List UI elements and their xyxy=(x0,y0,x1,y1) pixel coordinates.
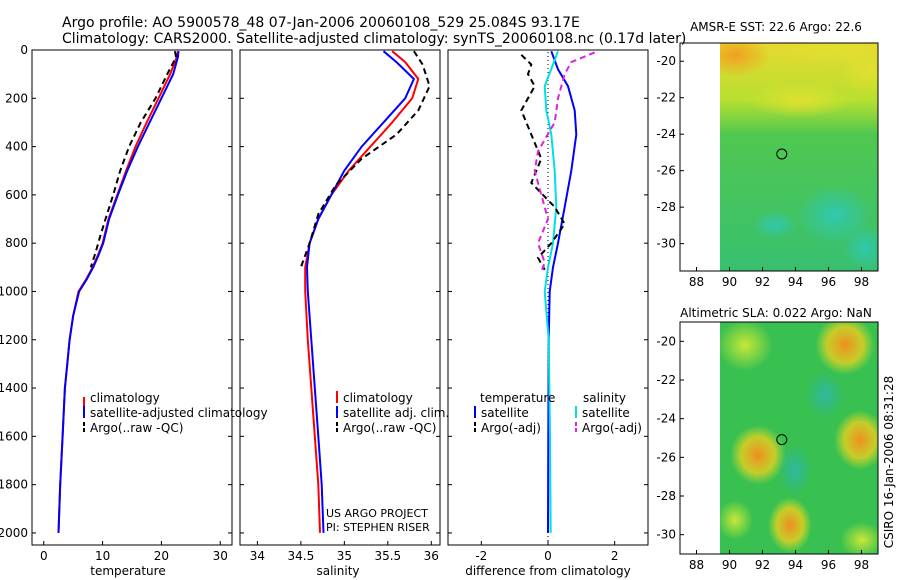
temperature-axes-frame xyxy=(31,49,233,546)
altimetric_sla-lat-tick-label: -24 xyxy=(656,412,676,426)
difference-series-salinity-argo-adj- xyxy=(533,51,596,273)
altimetric_sla-lon-tick-label: 98 xyxy=(854,558,869,572)
salinity-panel: 34 34.5 35 35.5 36 salinity climatology sate… xyxy=(239,49,449,578)
altimetric_sla-lat-tick-label: -22 xyxy=(656,373,676,387)
temperature-xtick-label: 10 xyxy=(95,549,110,563)
credit-label: CSIRO 16-Jan-2006 08:31:28 xyxy=(882,376,896,548)
altimetric_sla-lat-tick-label: -30 xyxy=(656,528,676,542)
amsr_sst-lat-tick-label: -20 xyxy=(656,54,676,68)
difference-axes-frame xyxy=(447,49,649,546)
difference-legend: temperature satellite Argo(-adj) salinit… xyxy=(474,391,642,435)
amsr_sst-lon-tick-label: 96 xyxy=(821,275,836,289)
project-label: US ARGO PROJECT xyxy=(326,507,428,520)
float-location-marker xyxy=(776,434,788,446)
amsr_sst-lat-tick-label: -28 xyxy=(656,200,676,214)
temperature-panel: 0 10 20 30 0 200 400 600 800 1000 1200 1400 1600 1800… xyxy=(0,43,268,578)
salinity-legend: climatology satellite adj. clim. Argo(..… xyxy=(336,391,449,435)
depth-tick-label: 800 xyxy=(5,236,28,250)
legend-label-argo: Argo(..raw -QC) xyxy=(90,421,183,435)
amsr_sst-lat-tick-label: -22 xyxy=(656,91,676,105)
depth-tick-label: 1800 xyxy=(0,478,28,492)
float-location-marker xyxy=(776,148,788,160)
sst-heatmap xyxy=(720,43,878,271)
temperature-xtick-label: 30 xyxy=(213,549,228,563)
salinity-xtick-label: 35.5 xyxy=(374,549,401,563)
temperature-xlabel: temperature xyxy=(90,564,165,578)
altimetric_sla-lon-tick-label: 92 xyxy=(755,558,770,572)
depth-tick-label: 0 xyxy=(20,43,28,57)
legend-label-temperature-argo: Argo(-adj) xyxy=(481,421,541,435)
depth-tick-label: 2000 xyxy=(0,526,28,540)
altimetric_sla-lat-tick-label: -20 xyxy=(656,334,676,348)
salinity-xtick-label: 36 xyxy=(424,549,439,563)
difference-series-temperature-satellite xyxy=(547,50,578,533)
salinity-xtick-label: 34 xyxy=(250,549,265,563)
amsr_sst-lat-tick-label: -26 xyxy=(656,164,676,178)
amsr_sst-lon-tick-label: 94 xyxy=(788,275,803,289)
figure-title-line1: Argo profile: AO 5900578_48 07-Jan-2006 … xyxy=(62,15,580,31)
salinity-series-satellite-adj-clim- xyxy=(305,50,416,533)
depth-tick-label: 1200 xyxy=(0,333,28,347)
temperature-series-satellite-adjusted-climatology xyxy=(57,51,180,533)
salinity-xtick-label: 34.5 xyxy=(288,549,315,563)
depth-tick-label: 200 xyxy=(5,91,28,105)
legend-label-salinity-argo: Argo(-adj) xyxy=(582,421,642,435)
sla-map-title: Altimetric SLA: 0.022 Argo: NaN xyxy=(680,306,872,320)
legend-label-climatology: climatology xyxy=(90,391,160,405)
temperature-series-climatology xyxy=(57,51,179,533)
salinity-series-climatology xyxy=(304,50,420,533)
difference-xtick-label: -2 xyxy=(475,549,487,563)
temperature-xtick-label: 20 xyxy=(154,549,169,563)
amsr_sst-lon-tick-label: 92 xyxy=(755,275,770,289)
sla-axes-frame xyxy=(679,321,879,555)
difference-xtick-label: 2 xyxy=(611,549,619,563)
altimetric_sla-lat-tick-label: -28 xyxy=(656,489,676,503)
salinity-series-argo-raw-qc- xyxy=(299,50,431,268)
depth-tick-label: 1600 xyxy=(0,429,28,443)
depth-tick-label: 600 xyxy=(5,188,28,202)
sst-map-title: AMSR-E SST: 22.6 Argo: 22.6 xyxy=(690,20,862,34)
temperature-xtick-label: 0 xyxy=(40,549,48,563)
legend-label-climatology: climatology xyxy=(343,391,413,405)
legend-label-satellite-adjusted: satellite-adjusted climatology xyxy=(90,406,268,420)
legend-label-salinity-satellite: satellite xyxy=(582,406,630,420)
sla-heatmap xyxy=(720,322,878,554)
legend-label-satellite-adj: satellite adj. clim. xyxy=(343,406,449,420)
figure-title-line2: Climatology: CARS2000. Satellite-adjuste… xyxy=(62,31,686,47)
difference-series-salinity-satellite xyxy=(543,50,559,533)
altimetric_sla-lon-tick-label: 96 xyxy=(821,558,836,572)
amsr_sst-lon-tick-label: 98 xyxy=(854,275,869,289)
legend-title-salinity: salinity xyxy=(583,391,626,405)
temperature-series-argo-raw-qc- xyxy=(89,51,178,268)
depth-tick-label: 400 xyxy=(5,140,28,154)
difference-xlabel: difference from climatology xyxy=(465,564,631,578)
salinity-xtick-label: 35 xyxy=(337,549,352,563)
sla-map-panel: Altimetric SLA: 0.022 Argo: NaN 88 90 92 94… xyxy=(656,306,879,572)
legend-title-temperature: temperature xyxy=(480,391,555,405)
pi-label: PI: STEPHEN RISER xyxy=(326,521,430,534)
altimetric_sla-lon-tick-label: 90 xyxy=(722,558,737,572)
legend-label-argo: Argo(..raw -QC) xyxy=(343,421,436,435)
depth-tick-label: 1400 xyxy=(0,381,28,395)
altimetric_sla-lon-tick-label: 88 xyxy=(689,558,704,572)
amsr_sst-lat-tick-label: -24 xyxy=(656,127,676,141)
altimetric_sla-lat-tick-label: -26 xyxy=(656,450,676,464)
amsr_sst-lon-tick-label: 88 xyxy=(689,275,704,289)
amsr_sst-lat-tick-label: -30 xyxy=(656,237,676,251)
salinity-axes-frame xyxy=(239,49,441,546)
difference-series-temperature-argo-adj- xyxy=(520,54,566,271)
amsr_sst-lon-tick-label: 90 xyxy=(722,275,737,289)
difference-xtick-label: 0 xyxy=(544,549,552,563)
difference-panel: -2 0 2 difference from climatology tempera… xyxy=(447,49,649,578)
legend-label-temperature-satellite: satellite xyxy=(481,406,529,420)
depth-tick-label: 1000 xyxy=(0,284,28,298)
salinity-xlabel: salinity xyxy=(316,564,359,578)
sst-map-panel: AMSR-E SST: 22.6 Argo: 22.6 88 90 92 94 96 98… xyxy=(656,20,879,289)
altimetric_sla-lon-tick-label: 94 xyxy=(788,558,803,572)
sst-axes-frame xyxy=(679,42,879,272)
temperature-legend: climatology satellite-adjusted climatolo… xyxy=(83,391,268,435)
